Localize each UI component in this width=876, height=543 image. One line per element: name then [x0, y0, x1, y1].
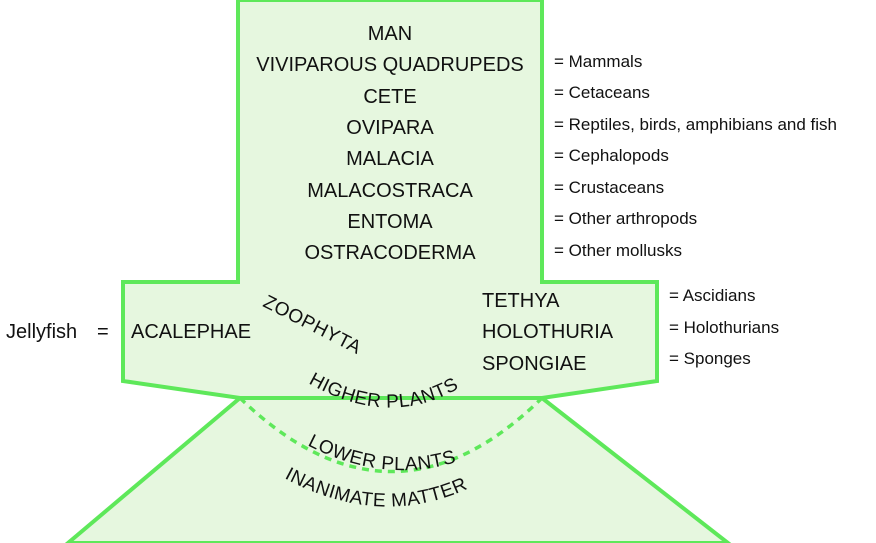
level-cete: CETE: [363, 86, 416, 108]
right-branch: TETHYA HOLOTHURIA SPONGIAE = Ascidians =…: [482, 286, 779, 375]
branch-holothuria: HOLOTHURIA: [482, 321, 614, 343]
jellyfish-label: Jellyfish: [6, 321, 77, 343]
column-equivalents: = Mammals = Cetaceans = Reptiles, birds,…: [554, 52, 837, 260]
equivalent-other-mollusks: = Other mollusks: [554, 241, 682, 260]
level-malacostraca: MALACOSTRACA: [307, 180, 473, 202]
level-entoma: ENTOMA: [347, 211, 433, 233]
branch-spongiae: SPONGIAE: [482, 353, 586, 375]
level-man: MAN: [368, 23, 412, 45]
equivalent-cetaceans: = Cetaceans: [554, 83, 650, 102]
equivalent-holothurians: = Holothurians: [669, 318, 779, 337]
column-levels: MAN VIVIPAROUS QUADRUPEDS CETE OVIPARA M…: [256, 23, 523, 264]
equivalent-reptiles-birds-amphibians-fish: = Reptiles, birds, amphibians and fish: [554, 115, 837, 134]
equivalent-other-arthropods: = Other arthropods: [554, 209, 697, 228]
level-ovipara: OVIPARA: [346, 117, 434, 139]
jellyfish-equals: =: [97, 321, 109, 343]
level-ostracoderma: OSTRACODERMA: [304, 242, 476, 264]
equivalent-crustaceans: = Crustaceans: [554, 178, 664, 197]
level-malacia: MALACIA: [346, 148, 434, 170]
equivalent-mammals: = Mammals: [554, 52, 642, 71]
branch-acalephae: ACALEPHAE: [131, 321, 251, 343]
level-viviparous-quadrupeds: VIVIPAROUS QUADRUPEDS: [256, 54, 523, 76]
equivalent-cephalopods: = Cephalopods: [554, 146, 669, 165]
plant-animal-boundary: [238, 396, 544, 474]
equivalent-sponges: = Sponges: [669, 349, 751, 368]
left-branch: Jellyfish = ACALEPHAE: [6, 321, 251, 343]
equivalent-ascidians: = Ascidians: [669, 286, 755, 305]
branch-tethya: TETHYA: [482, 290, 560, 312]
